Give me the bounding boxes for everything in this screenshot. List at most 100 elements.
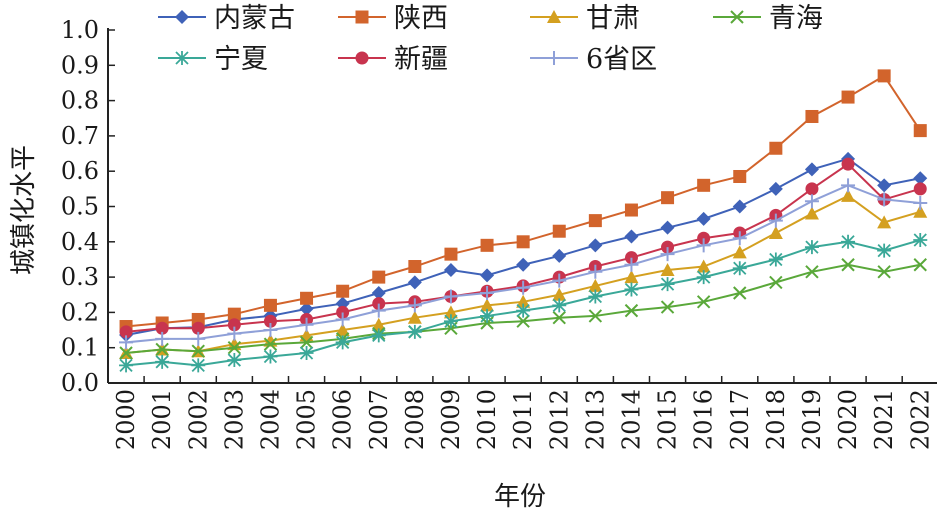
data-point <box>913 124 927 138</box>
data-point <box>769 141 783 155</box>
legend-item: 内蒙古 <box>158 3 295 34</box>
data-point <box>588 214 602 228</box>
data-point <box>336 284 350 298</box>
legend-marker <box>547 51 561 65</box>
series-group <box>119 69 928 373</box>
legend-marker <box>730 10 744 24</box>
legend-marker <box>175 51 189 65</box>
legend-label: 青海 <box>769 3 823 34</box>
series-6 <box>119 157 927 339</box>
x-tick-label: 2000 <box>112 389 140 450</box>
data-point <box>588 278 603 292</box>
data-point <box>697 178 711 192</box>
data-point <box>480 268 495 283</box>
data-point <box>335 312 350 327</box>
data-point <box>191 358 206 373</box>
y-tick-label: 0.9 <box>61 51 99 79</box>
data-point <box>804 194 819 209</box>
data-point <box>588 289 603 304</box>
y-tick-label: 0.8 <box>61 87 99 115</box>
data-point <box>552 287 567 301</box>
y-tick-label: 0.6 <box>61 157 99 185</box>
series-7 <box>119 178 928 350</box>
data-point <box>913 171 928 186</box>
data-point <box>588 238 603 253</box>
data-point <box>263 298 277 312</box>
data-point <box>733 286 747 300</box>
data-point <box>877 265 891 279</box>
legend-label: 6省区 <box>586 44 657 75</box>
x-tick-label: 2005 <box>293 389 321 450</box>
data-point <box>552 224 566 238</box>
data-point <box>696 259 711 273</box>
data-point <box>191 331 206 346</box>
data-point <box>444 247 458 261</box>
data-point <box>660 247 675 262</box>
x-tick-label: 2014 <box>617 389 645 450</box>
data-point <box>804 162 819 177</box>
data-point <box>516 280 531 295</box>
x-tick-label: 2003 <box>220 389 248 450</box>
data-point <box>877 192 892 207</box>
data-point <box>733 169 747 183</box>
data-point <box>407 298 422 313</box>
data-point <box>371 328 386 343</box>
x-tick-label: 2011 <box>509 389 537 450</box>
x-tick-label: 2018 <box>762 389 790 450</box>
data-point <box>155 321 169 335</box>
x-tick-label: 2019 <box>798 389 826 450</box>
data-point <box>407 310 422 324</box>
legend-marker <box>175 10 189 24</box>
data-point <box>661 240 675 254</box>
data-point <box>913 233 928 248</box>
x-tick-label: 2013 <box>581 389 609 450</box>
data-point <box>119 335 134 350</box>
data-point <box>335 323 350 337</box>
x-tick-label: 2017 <box>726 389 754 450</box>
data-point <box>227 307 241 321</box>
data-point <box>443 314 458 329</box>
data-point <box>696 295 711 309</box>
data-point <box>300 291 314 305</box>
data-point <box>732 245 747 259</box>
data-point <box>227 318 241 332</box>
data-point <box>227 353 242 368</box>
data-point <box>913 195 928 210</box>
legend-label: 宁夏 <box>214 44 268 75</box>
data-point <box>119 325 133 339</box>
series-2 <box>119 69 927 334</box>
data-point <box>768 252 783 267</box>
y-tick-label: 0.3 <box>61 263 99 291</box>
data-point <box>913 204 928 218</box>
data-point <box>805 265 819 279</box>
data-point <box>804 240 819 255</box>
data-point <box>841 258 855 272</box>
y-tick-label: 0.1 <box>61 334 99 362</box>
data-point <box>768 225 783 239</box>
data-point <box>227 340 242 355</box>
data-point <box>371 317 386 331</box>
series-4 <box>119 258 927 360</box>
x-tick-label: 2006 <box>329 389 357 450</box>
data-point <box>119 358 134 373</box>
data-point <box>480 285 495 300</box>
y-tick-label: 1.0 <box>61 16 99 44</box>
legend-item: 甘肃 <box>530 3 640 34</box>
data-point <box>841 90 855 104</box>
data-point <box>624 229 639 244</box>
x-tick-label: 2004 <box>256 389 284 450</box>
data-point <box>660 220 675 235</box>
legend-label: 内蒙古 <box>214 3 295 34</box>
data-point <box>516 314 530 328</box>
legend-item: 宁夏 <box>158 44 268 75</box>
data-point <box>660 263 675 277</box>
data-point <box>877 178 892 193</box>
data-point <box>768 213 783 228</box>
data-point <box>516 257 531 272</box>
data-point <box>263 337 278 351</box>
y-tick-label: 0.4 <box>61 228 99 256</box>
data-point <box>661 191 675 205</box>
data-point <box>697 231 711 245</box>
